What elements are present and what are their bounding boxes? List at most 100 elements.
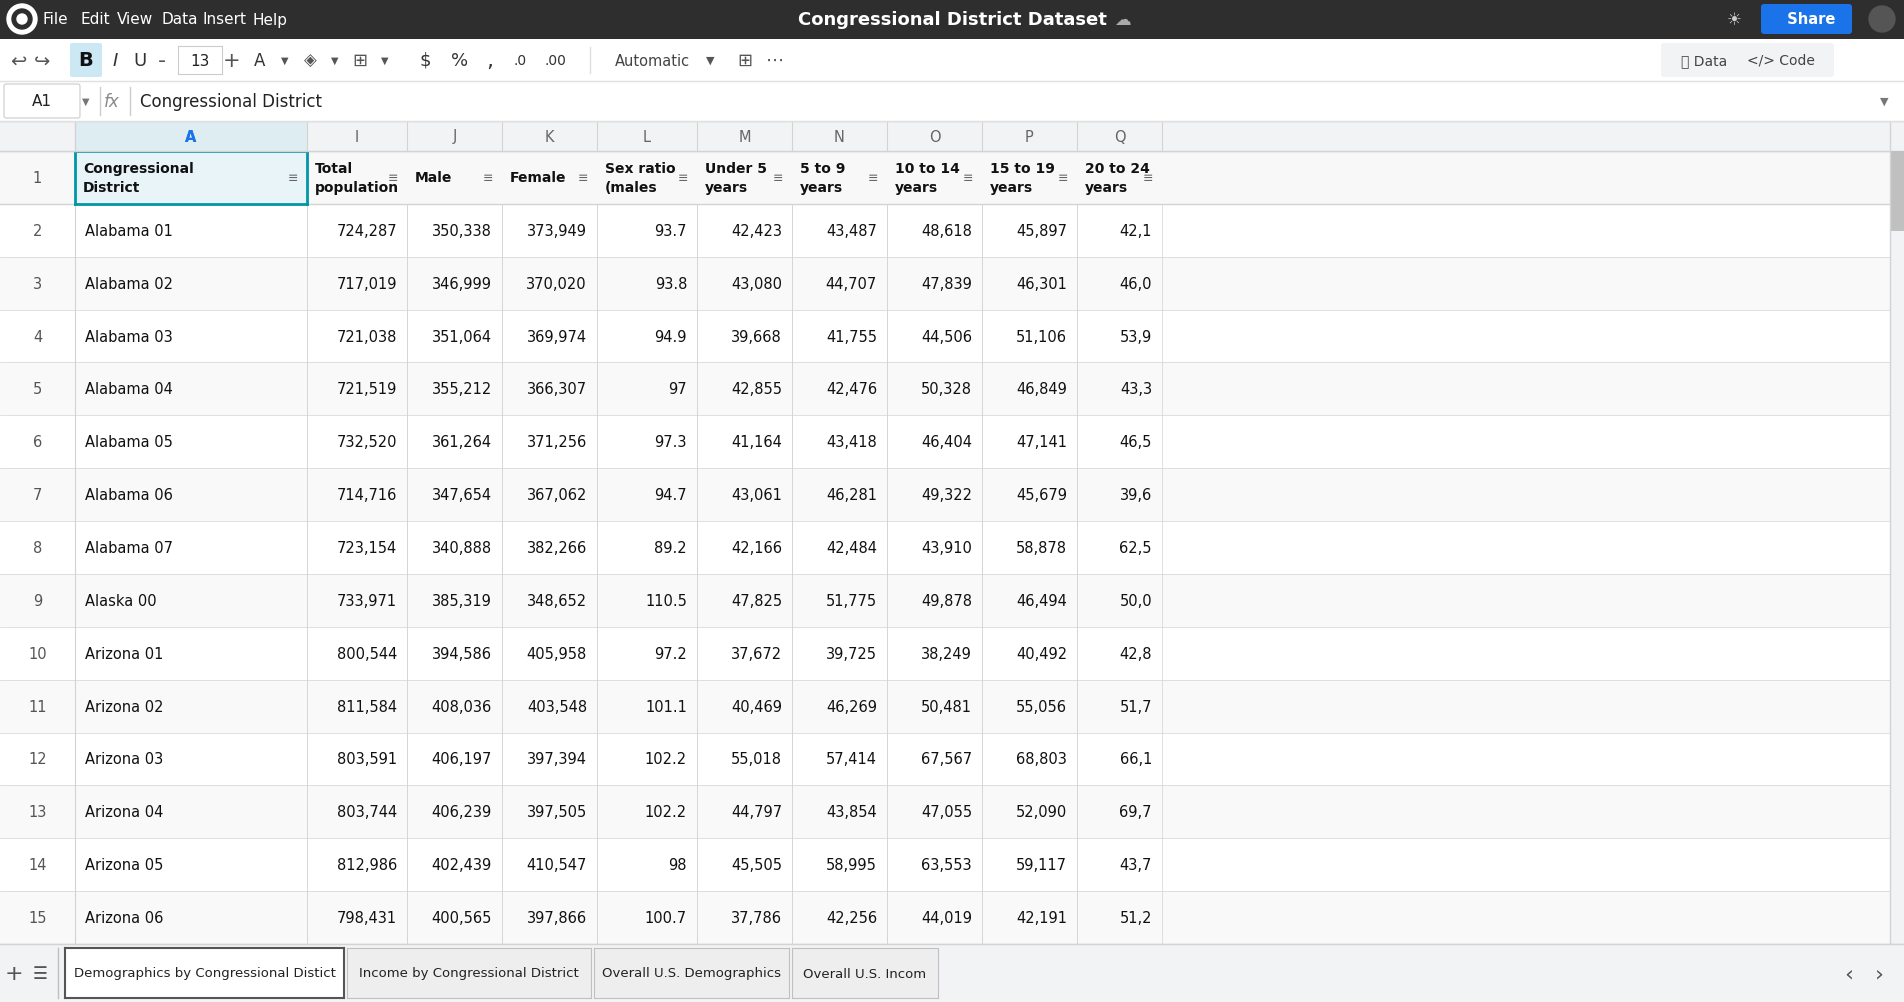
Bar [1891,152,1904,231]
Text: 15 to 19: 15 to 19 [990,161,1055,175]
Bar [0,416,1904,469]
Text: 721,038: 721,038 [337,330,398,345]
Text: 14: 14 [29,858,48,873]
FancyBboxPatch shape [1660,44,1757,78]
Text: Arizona 02: Arizona 02 [86,699,164,713]
Bar [74,152,307,204]
Bar [1161,122,1904,152]
Text: years: years [990,180,1034,194]
Text: 44,506: 44,506 [922,330,973,345]
Bar [0,0,1904,40]
Text: years: years [704,180,748,194]
Text: 57,414: 57,414 [826,752,878,767]
Text: 58,995: 58,995 [826,858,878,873]
Text: %: % [451,52,468,70]
Text: 42,423: 42,423 [731,223,783,238]
Text: Demographics by Congressional Distict: Demographics by Congressional Distict [74,967,335,980]
Text: 55,056: 55,056 [1017,699,1066,713]
Text: 42,256: 42,256 [826,910,878,925]
Text: 40,492: 40,492 [1017,646,1066,661]
Text: 55,018: 55,018 [731,752,783,767]
Text: 🗄 Data: 🗄 Data [1681,54,1727,68]
Text: Insert: Insert [204,12,248,27]
Text: L: L [644,129,651,144]
Text: Congressional District: Congressional District [141,93,322,111]
Text: ≡: ≡ [678,171,687,184]
Text: Q: Q [1114,129,1125,144]
Text: 6: 6 [32,435,42,450]
Bar [0,891,1904,944]
Text: 58,878: 58,878 [1017,540,1066,555]
Text: 408,036: 408,036 [432,699,491,713]
Text: U: U [133,52,147,70]
Text: 394,586: 394,586 [432,646,491,661]
Text: 42,166: 42,166 [731,540,783,555]
Text: ↩: ↩ [10,51,27,70]
Text: ▼: ▼ [381,56,388,66]
Text: 11: 11 [29,699,48,713]
Text: 42,484: 42,484 [826,540,878,555]
Text: 47,055: 47,055 [922,805,973,820]
Text: Sex ratio: Sex ratio [605,161,676,175]
Bar [0,469,1904,522]
Bar [0,944,1904,997]
Text: ☰: ☰ [32,964,48,982]
Text: 102.2: 102.2 [645,752,687,767]
Text: 43,418: 43,418 [826,435,878,450]
Text: 397,505: 397,505 [527,805,586,820]
Text: Alaska 00: Alaska 00 [86,593,156,608]
Text: 406,239: 406,239 [432,805,491,820]
Bar [0,152,1904,204]
Text: 811,584: 811,584 [337,699,398,713]
Bar [0,786,1904,839]
Text: 348,652: 348,652 [527,593,586,608]
Bar [347,948,590,998]
Text: 42,8: 42,8 [1120,646,1152,661]
Text: 7: 7 [32,488,42,503]
Text: 369,974: 369,974 [527,330,586,345]
Text: 48,618: 48,618 [922,223,973,238]
Text: 5 to 9: 5 to 9 [800,161,845,175]
Text: Data: Data [162,12,198,27]
Bar [0,944,1904,962]
Text: 373,949: 373,949 [527,223,586,238]
Text: 346,999: 346,999 [432,277,491,292]
Text: 68,803: 68,803 [1017,752,1066,767]
Text: 724,287: 724,287 [337,223,398,238]
Text: ◈: ◈ [303,52,316,70]
Text: ▼: ▼ [1879,97,1889,107]
Text: years: years [895,180,939,194]
Text: 94.9: 94.9 [655,330,687,345]
Text: ≡: ≡ [1059,171,1068,184]
Text: 4: 4 [32,330,42,345]
Text: 367,062: 367,062 [527,488,586,503]
Text: 3: 3 [32,277,42,292]
Text: Edit: Edit [80,12,110,27]
Text: years: years [1085,180,1129,194]
Text: .00: .00 [545,54,565,68]
Text: 350,338: 350,338 [432,223,491,238]
Text: 13: 13 [29,805,48,820]
Text: 59,117: 59,117 [1017,858,1066,873]
Text: 5: 5 [32,382,42,397]
Text: 723,154: 723,154 [337,540,398,555]
Text: District: District [84,180,141,194]
Bar [0,82,1904,122]
Text: A: A [185,129,196,144]
Text: 93.8: 93.8 [655,277,687,292]
Text: 100.7: 100.7 [645,910,687,925]
Text: 45,897: 45,897 [1017,223,1066,238]
Bar [0,680,1904,732]
Text: ▼: ▼ [331,56,339,66]
Text: ⋯: ⋯ [765,52,784,70]
Text: ▼: ▼ [82,97,89,107]
Text: Alabama 01: Alabama 01 [86,223,173,238]
Text: 43,080: 43,080 [731,277,783,292]
Text: 94.7: 94.7 [655,488,687,503]
Text: 43,7: 43,7 [1120,858,1152,873]
Text: 46,5: 46,5 [1120,435,1152,450]
Text: 38,249: 38,249 [922,646,973,661]
Text: 405,958: 405,958 [527,646,586,661]
Text: File: File [42,12,69,27]
Text: 43,487: 43,487 [826,223,878,238]
